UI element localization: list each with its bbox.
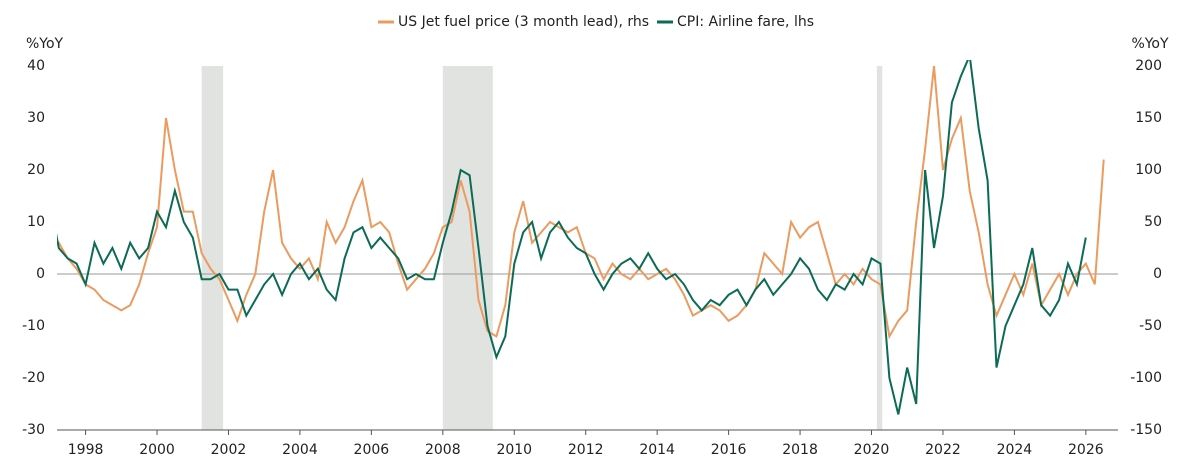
x-tick-label: 2000 [139,442,175,458]
x-tick-label: 2006 [354,442,390,458]
line-series [57,60,1087,415]
x-tick-label: 2008 [425,442,461,458]
y-tick-label: 30 [27,110,45,126]
y2-axis-label: %YoY [1131,36,1169,52]
y-tick-label: -20 [22,370,45,386]
y2-tick-label: -150 [1130,422,1162,438]
y-tick-label: -30 [22,422,45,438]
y-tick-label: 10 [27,214,45,230]
y-tick-label: 40 [27,58,45,74]
y2-tick-label: -100 [1130,370,1162,386]
x-tick-label: 2012 [568,442,604,458]
legend: US Jet fuel price (3 month lead), rhs CPI… [377,14,814,30]
x-tick-label: 2016 [711,442,747,458]
y2-tick-label: -50 [1139,318,1162,334]
y2-tick-label: 50 [1144,214,1162,230]
y2-tick-label: 200 [1135,58,1162,74]
legend-label: CPI: Airline fare, lhs [677,14,814,30]
line-series [57,65,1105,340]
x-tick-label: 2018 [782,442,818,458]
x-tick-label: 2002 [211,442,247,458]
y-tick-label: -10 [22,318,45,334]
legend-label: US Jet fuel price (3 month lead), rhs [398,14,649,30]
shaded-period [442,66,493,430]
x-tick-label: 2010 [496,442,532,458]
x-tick-label: 2004 [282,442,318,458]
y2-tick-label: 0 [1153,266,1162,282]
y-axis-label: %YoY [26,36,64,52]
x-tick-label: 2022 [925,442,961,458]
y2-tick-label: 100 [1135,162,1162,178]
x-tick-label: 2020 [854,442,890,458]
x-tick-label: 2026 [1068,442,1104,458]
x-tick-label: 2024 [997,442,1033,458]
shaded-period [201,66,224,430]
x-tick-label: 1998 [68,442,104,458]
y2-tick-label: 150 [1135,110,1162,126]
y-tick-label: 0 [36,266,45,282]
x-tick-label: 2014 [639,442,675,458]
shaded-period [876,66,883,430]
y-tick-label: 20 [27,162,45,178]
